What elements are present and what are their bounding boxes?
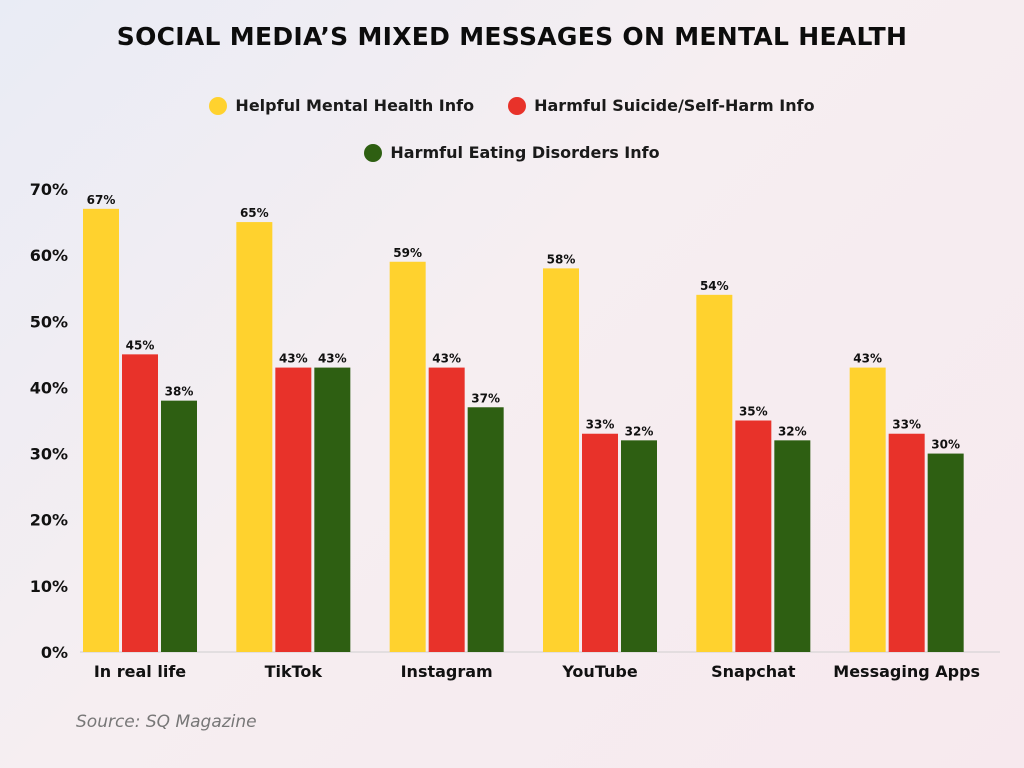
x-tick-label: TikTok	[265, 662, 323, 681]
y-tick-label: 30%	[30, 445, 68, 464]
bar	[428, 367, 465, 652]
data-label: 67%	[87, 193, 116, 207]
legend-item-helpful: Helpful Mental Health Info	[209, 96, 474, 115]
data-label: 54%	[700, 279, 729, 293]
bar	[621, 440, 657, 652]
bar	[696, 294, 733, 652]
y-tick-label: 0%	[41, 643, 68, 662]
bar	[888, 433, 925, 652]
bar	[275, 367, 312, 652]
x-tick-label: In real life	[94, 662, 186, 681]
y-tick-label: 50%	[30, 312, 68, 331]
legend-item-suicide: Harmful Suicide/Self-Harm Info	[508, 96, 815, 115]
y-tick-label: 60%	[30, 246, 68, 265]
data-label: 35%	[739, 405, 768, 419]
data-label: 43%	[318, 352, 347, 366]
legend-label-suicide: Harmful Suicide/Self-Harm Info	[534, 96, 815, 115]
data-label: 65%	[240, 206, 269, 220]
bar	[83, 208, 119, 653]
x-tick-label: Messaging Apps	[833, 662, 980, 681]
legend-swatch-eating	[364, 143, 383, 162]
y-tick-label: 40%	[30, 378, 68, 397]
y-tick-label: 10%	[30, 577, 68, 596]
source-note: Source: SQ Magazine	[76, 712, 257, 732]
x-tick-label: YouTube	[561, 662, 638, 681]
x-tick-label: Instagram	[401, 662, 493, 681]
data-label: 45%	[126, 338, 155, 352]
legend-item-eating: Harmful Eating Disorders Info	[364, 143, 660, 162]
x-tick-label: Snapchat	[711, 662, 796, 681]
bar	[389, 261, 426, 652]
data-label: 32%	[778, 424, 807, 438]
bar	[161, 400, 197, 652]
data-label: 38%	[165, 385, 194, 399]
legend-row-1: Helpful Mental Health Info Harmful Suici…	[0, 96, 1024, 115]
data-label: 33%	[892, 418, 921, 432]
bar	[927, 453, 964, 652]
legend-swatch-suicide	[508, 96, 527, 115]
legend-row-2: Harmful Eating Disorders Info	[0, 143, 1024, 162]
legend-label-helpful: Helpful Mental Health Info	[235, 96, 475, 115]
data-label: 32%	[625, 424, 654, 438]
bar	[236, 222, 273, 653]
legend-swatch-helpful	[209, 96, 228, 115]
bar	[774, 440, 811, 652]
data-label: 33%	[586, 418, 615, 432]
bar	[735, 420, 772, 652]
bar	[122, 354, 158, 652]
bar	[543, 268, 579, 652]
data-label: 37%	[471, 391, 500, 405]
data-label: 43%	[432, 352, 461, 366]
chart-title: SOCIAL MEDIA’S MIXED MESSAGES ON MENTAL …	[116, 22, 908, 51]
bar	[582, 433, 618, 652]
data-label: 30%	[931, 438, 960, 452]
y-tick-label: 20%	[30, 511, 68, 530]
y-tick-label: 70%	[30, 180, 68, 199]
legend-label-eating: Harmful Eating Disorders Info	[390, 143, 660, 162]
bar	[849, 367, 886, 652]
bar	[467, 407, 504, 652]
data-label: 59%	[393, 246, 422, 260]
data-label: 58%	[547, 252, 576, 266]
data-label: 43%	[853, 352, 882, 366]
bar	[314, 367, 351, 652]
data-label: 43%	[279, 352, 308, 366]
